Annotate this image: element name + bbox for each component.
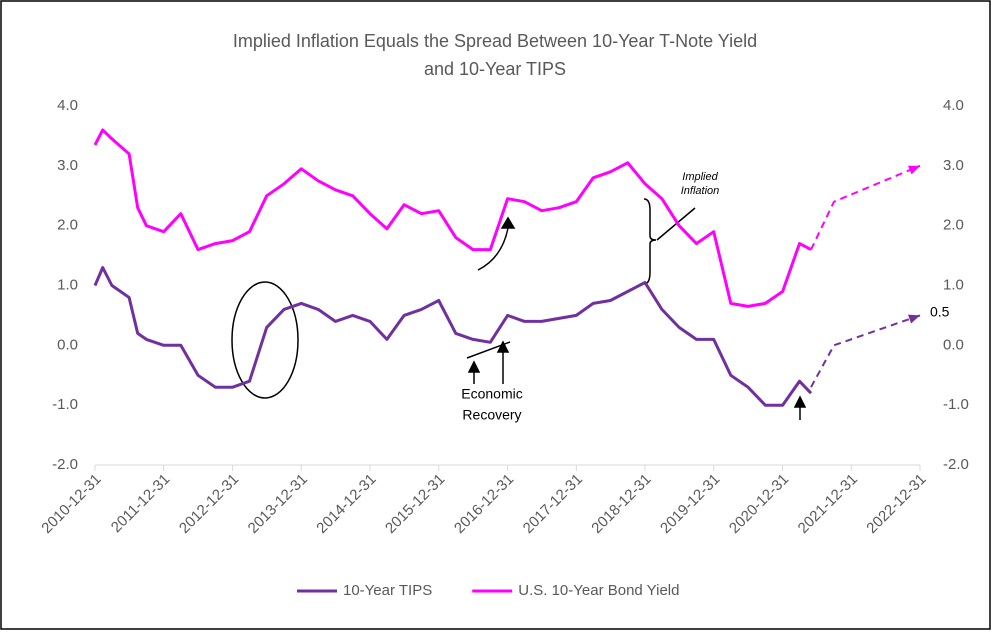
- chart-title: Implied Inflation Equals the Spread Betw…: [233, 31, 757, 51]
- pointer-line: [656, 207, 696, 241]
- y2-tick-label: -2.0: [943, 456, 969, 473]
- chart-title: and 10-Year TIPS: [424, 59, 566, 79]
- arrow-head: [908, 165, 920, 175]
- y-tick-label: -2.0: [52, 456, 78, 473]
- annotation-shapes: [231, 198, 807, 420]
- y-tick-label: 0.0: [57, 336, 78, 353]
- y-tick-label: 1.0: [57, 276, 78, 293]
- annotation: Implied: [682, 171, 718, 183]
- y2-tick-label: 4.0: [943, 97, 964, 114]
- annotation: Recovery: [462, 407, 521, 423]
- annotation: Economic: [461, 386, 522, 402]
- annotation: 0.5: [930, 304, 950, 320]
- curve-arrow: [477, 227, 509, 271]
- annotation: Inflation: [681, 185, 720, 197]
- projection-line: [810, 314, 921, 388]
- y-tick-label: -1.0: [52, 396, 78, 413]
- highlight-ellipse: [231, 281, 299, 399]
- projection-line: [810, 164, 921, 251]
- brace: [643, 198, 657, 285]
- y2-tick-label: 2.0: [943, 217, 964, 234]
- y-tick-label: 4.0: [57, 97, 78, 114]
- legend-label: U.S. 10-Year Bond Yield: [518, 582, 679, 599]
- y2-tick-label: -1.0: [943, 396, 969, 413]
- series-line: [93, 128, 812, 308]
- series-line: [93, 266, 813, 407]
- arrow-head: [500, 216, 516, 229]
- y2-tick-label: 1.0: [943, 276, 964, 293]
- legend-label: 10-Year TIPS: [343, 582, 432, 599]
- arrow-head: [908, 314, 920, 324]
- y2-tick-label: 0.0: [943, 336, 964, 353]
- y2-tick-label: 3.0: [943, 157, 964, 174]
- y-tick-label: 2.0: [57, 217, 78, 234]
- y-tick-label: 3.0: [57, 157, 78, 174]
- arrow-head: [467, 340, 807, 408]
